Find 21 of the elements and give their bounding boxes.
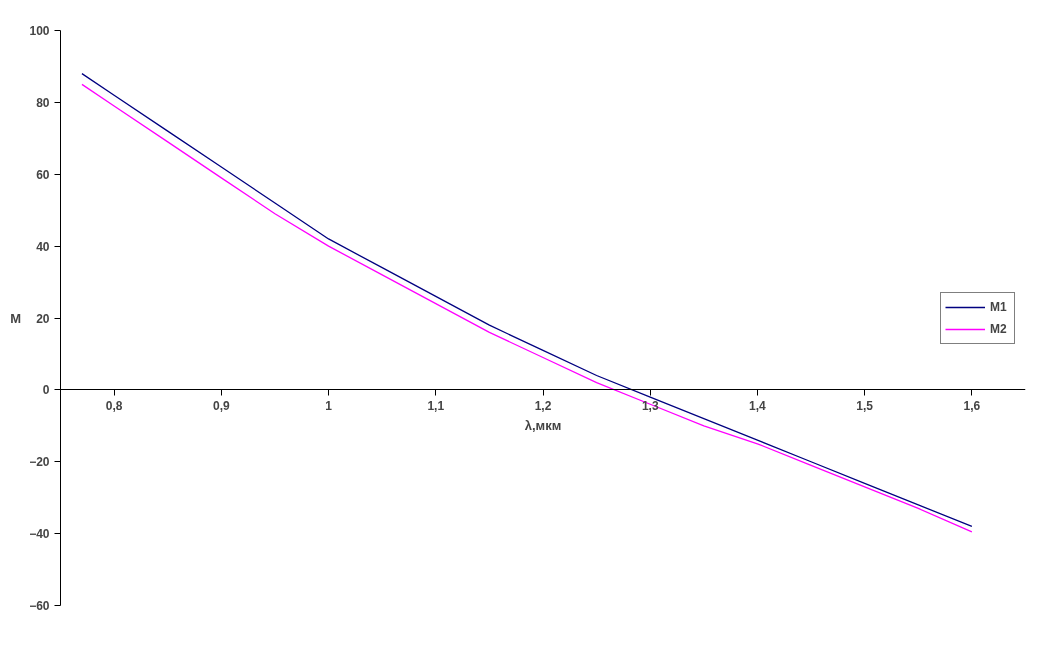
x-tick-label: 1,5 — [856, 398, 874, 413]
x-tick-label: 1,2 — [534, 398, 552, 413]
y-axis-title: M — [10, 310, 22, 326]
y-tick-label: −20 — [29, 455, 50, 470]
legend-label: M2 — [990, 321, 1008, 336]
y-tick-label: 0 — [42, 383, 50, 398]
legend-label: M1 — [990, 299, 1008, 314]
x-tick-label: 1 — [325, 398, 333, 413]
y-tick-label: 80 — [36, 95, 50, 110]
y-tick-label: −60 — [29, 599, 50, 613]
y-tick-label: −40 — [29, 527, 50, 542]
x-axis-title: λ,мкм — [524, 417, 562, 433]
x-tick-label: 1,6 — [963, 398, 981, 413]
y-tick-label: 100 — [29, 24, 50, 38]
x-tick-label: 0,8 — [105, 398, 123, 413]
x-tick-label: 1,4 — [749, 398, 767, 413]
y-tick-label: 20 — [36, 311, 50, 326]
x-tick-label: 1,1 — [427, 398, 445, 413]
y-tick-label: 60 — [36, 167, 50, 182]
x-tick-label: 0,9 — [212, 398, 230, 413]
y-tick-label: 40 — [36, 239, 50, 254]
